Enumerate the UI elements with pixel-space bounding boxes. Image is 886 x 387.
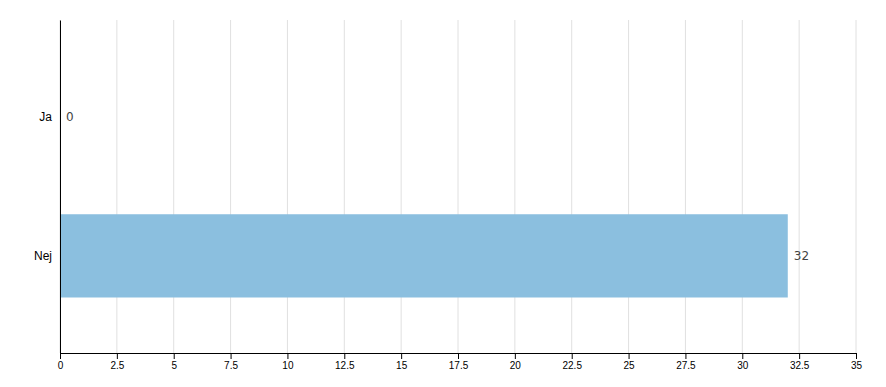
grid-line	[116, 20, 117, 353]
tick: Nej	[34, 249, 60, 263]
plot: 0 2.5 5 7.5 10 12.5 15 17.5 20 22.5 25 27.5 30 32.5 35…	[34, 20, 863, 371]
grid-line	[856, 20, 857, 353]
tick-mark	[742, 353, 743, 359]
tick: 32.5	[790, 353, 810, 371]
data-label: 32	[794, 249, 809, 263]
grid-line	[628, 20, 629, 353]
grid-line	[173, 20, 174, 353]
data-labels: 32 0	[66, 110, 809, 263]
tick-label: Nej	[34, 249, 52, 263]
grid	[60, 20, 856, 353]
tick-label: 27.5	[676, 360, 696, 371]
tick: 7.5	[224, 353, 238, 371]
tick: 5	[171, 353, 177, 371]
tick-mark	[401, 353, 402, 359]
tick-mark	[287, 353, 288, 359]
tick-label: 25	[624, 360, 636, 371]
tick: 22.5	[562, 353, 582, 371]
grid-line	[60, 20, 61, 353]
tick: 0	[58, 353, 64, 371]
tick-mark	[799, 353, 800, 359]
tick: 12.5	[335, 353, 355, 371]
tick: 30	[737, 353, 749, 371]
tick-label: 7.5	[224, 360, 238, 371]
grid-line	[458, 20, 459, 353]
bars	[60, 214, 788, 297]
tick-label: 12.5	[335, 360, 355, 371]
tick-mark	[344, 353, 345, 359]
tick: 15	[396, 353, 408, 371]
grid-line	[685, 20, 686, 353]
tick-mark	[856, 353, 857, 359]
tick: 27.5	[676, 353, 696, 371]
tick-mark	[231, 353, 232, 359]
tick-mark	[174, 353, 175, 359]
tick-mark	[629, 353, 630, 359]
grid-line	[230, 20, 231, 353]
data-label: 0	[66, 110, 74, 124]
tick-mark	[117, 353, 118, 359]
bar	[60, 214, 788, 297]
tick: Ja	[39, 110, 60, 124]
grid-line	[401, 20, 402, 353]
tick-mark	[60, 353, 61, 359]
tick-mark	[515, 353, 516, 359]
grid-line	[799, 20, 800, 353]
tick-label: 2.5	[110, 360, 124, 371]
tick-label: 5	[171, 360, 177, 371]
tick-label: 20	[510, 360, 522, 371]
tick-label: 22.5	[562, 360, 582, 371]
chart: 0 2.5 5 7.5 10 12.5 15 17.5 20 22.5 25 27.5 30 32.5 35…	[0, 0, 886, 387]
tick-label: 30	[737, 360, 749, 371]
value-axis: 0 2.5 5 7.5 10 12.5 15 17.5 20 22.5 25 27.5 30 32.5 35	[58, 353, 863, 371]
tick-mark	[458, 353, 459, 359]
tick-mark	[685, 353, 686, 359]
grid-line	[287, 20, 288, 353]
tick-label: 15	[396, 360, 408, 371]
category-axis: Nej Ja	[34, 21, 61, 354]
grid-line	[514, 20, 515, 353]
grid-line	[742, 20, 743, 353]
tick: 17.5	[449, 353, 469, 371]
tick: 10	[282, 353, 294, 371]
tick-label: 17.5	[449, 360, 469, 371]
tick-label: 10	[282, 360, 294, 371]
tick: 25	[624, 353, 636, 371]
axis-line	[61, 354, 857, 360]
tick-label: 0	[58, 360, 64, 371]
tick-label: 35	[851, 360, 863, 371]
grid-line	[344, 20, 345, 353]
tick: 2.5	[110, 353, 124, 371]
tick: 35	[851, 353, 863, 371]
tick-label: 32.5	[790, 360, 810, 371]
grid-line	[571, 20, 572, 353]
tick-mark	[572, 353, 573, 359]
axis-line	[60, 21, 61, 354]
tick-label: Ja	[39, 110, 52, 124]
tick: 20	[510, 353, 522, 371]
